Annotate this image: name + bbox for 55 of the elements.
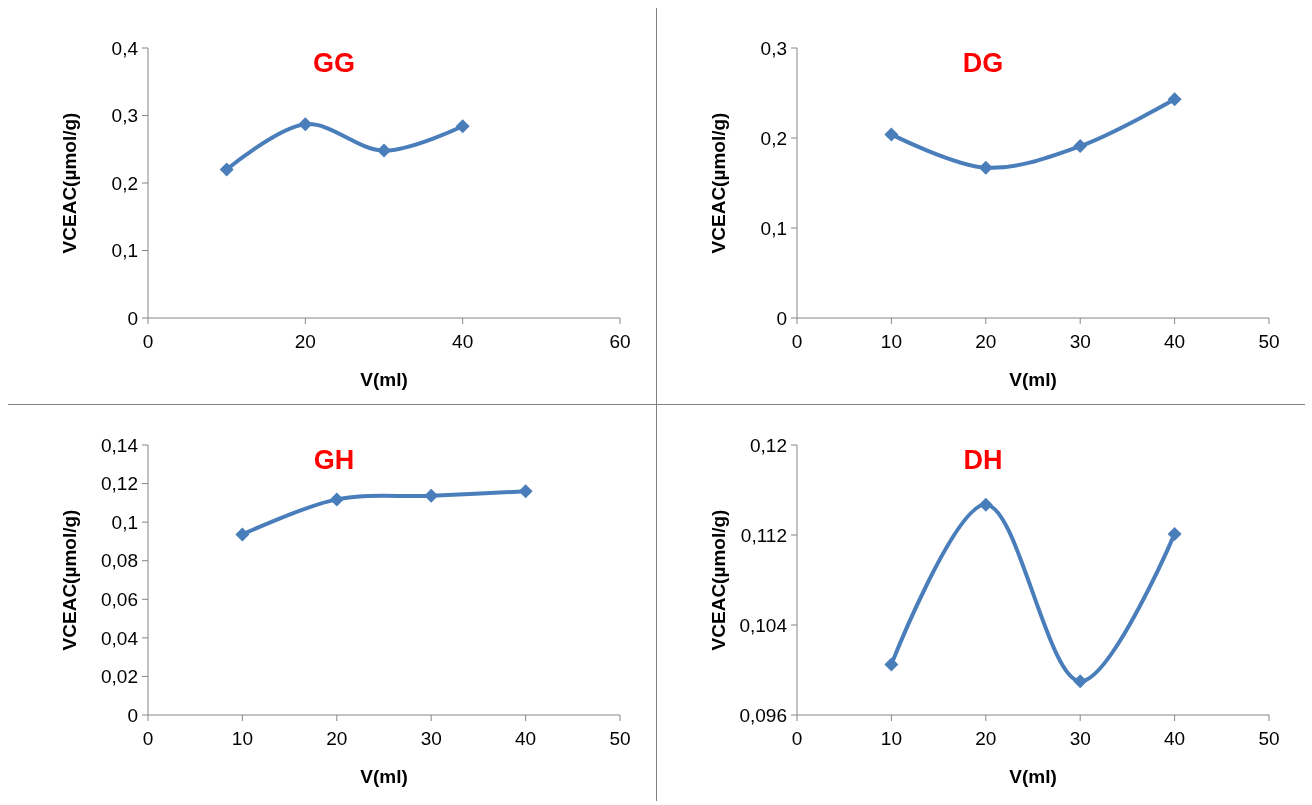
y-tick-label: 0,04	[101, 627, 139, 649]
y-axis-title: VCEAC(µmol/g)	[59, 509, 80, 651]
x-tick-label: 0	[791, 331, 803, 352]
y-tick-label: 0,1	[760, 217, 787, 239]
x-axis-title: V(ml)	[360, 369, 408, 390]
x-tick-label: 50	[1258, 331, 1280, 352]
chart-title: DH	[963, 445, 1003, 475]
x-tick-label: 0	[142, 331, 154, 352]
y-tick-label: 0,4	[111, 37, 139, 59]
y-tick-label: 0,2	[760, 127, 787, 149]
x-tick-label: 50	[609, 728, 631, 749]
x-tick-label: 20	[326, 728, 348, 749]
y-tick-label: 0,02	[101, 666, 138, 688]
x-tick-label: 10	[880, 728, 902, 749]
y-tick-label: 0,2	[111, 172, 138, 194]
y-tick-label: 0,12	[101, 473, 138, 495]
chart-title: GH	[313, 445, 355, 475]
x-tick-label: 10	[880, 331, 902, 352]
x-axis-title: V(ml)	[1009, 369, 1057, 390]
x-tick-label: 40	[1164, 331, 1186, 352]
x-tick-label: 0	[791, 728, 803, 749]
x-axis-title: V(ml)	[1009, 766, 1057, 787]
x-tick-label: 30	[1069, 331, 1091, 352]
y-tick-label: 0,14	[101, 434, 139, 456]
x-tick-label: 50	[1258, 728, 1280, 749]
chart-title: DG	[962, 48, 1004, 78]
y-axis-title: VCEAC(µmol/g)	[59, 112, 80, 254]
y-tick-label: 0	[127, 704, 138, 726]
x-tick-label: 30	[1069, 728, 1091, 749]
x-tick-label: 60	[609, 331, 631, 352]
x-tick-label: 20	[975, 728, 997, 749]
x-tick-label: 40	[1164, 728, 1186, 749]
x-tick-label: 0	[142, 728, 154, 749]
y-tick-label: 0,06	[101, 588, 138, 610]
x-tick-label: 20	[975, 331, 997, 352]
x-tick-label: 40	[452, 331, 474, 352]
y-tick-label: 0,3	[111, 105, 138, 127]
x-axis-title: V(ml)	[360, 766, 408, 787]
y-tick-label: 0,3	[760, 37, 787, 59]
y-axis-title: VCEAC(µmol/g)	[708, 112, 729, 254]
y-tick-label: 0,1	[111, 240, 138, 262]
y-tick-label: 0	[127, 307, 138, 329]
x-tick-label: 10	[231, 728, 253, 749]
chart-title: GG	[312, 48, 356, 78]
y-tick-label: 0,08	[101, 550, 138, 572]
y-tick-label: 0,096	[739, 704, 787, 726]
x-tick-label: 20	[294, 331, 316, 352]
y-tick-label: 0,112	[740, 524, 787, 546]
y-tick-label: 0,12	[750, 434, 787, 456]
x-tick-label: 40	[515, 728, 537, 749]
y-tick-label: 0,1	[111, 511, 138, 533]
y-tick-label: 0	[776, 307, 787, 329]
y-tick-label: 0,104	[739, 614, 788, 636]
x-tick-label: 30	[420, 728, 442, 749]
y-axis-title: VCEAC(µmol/g)	[708, 509, 729, 651]
